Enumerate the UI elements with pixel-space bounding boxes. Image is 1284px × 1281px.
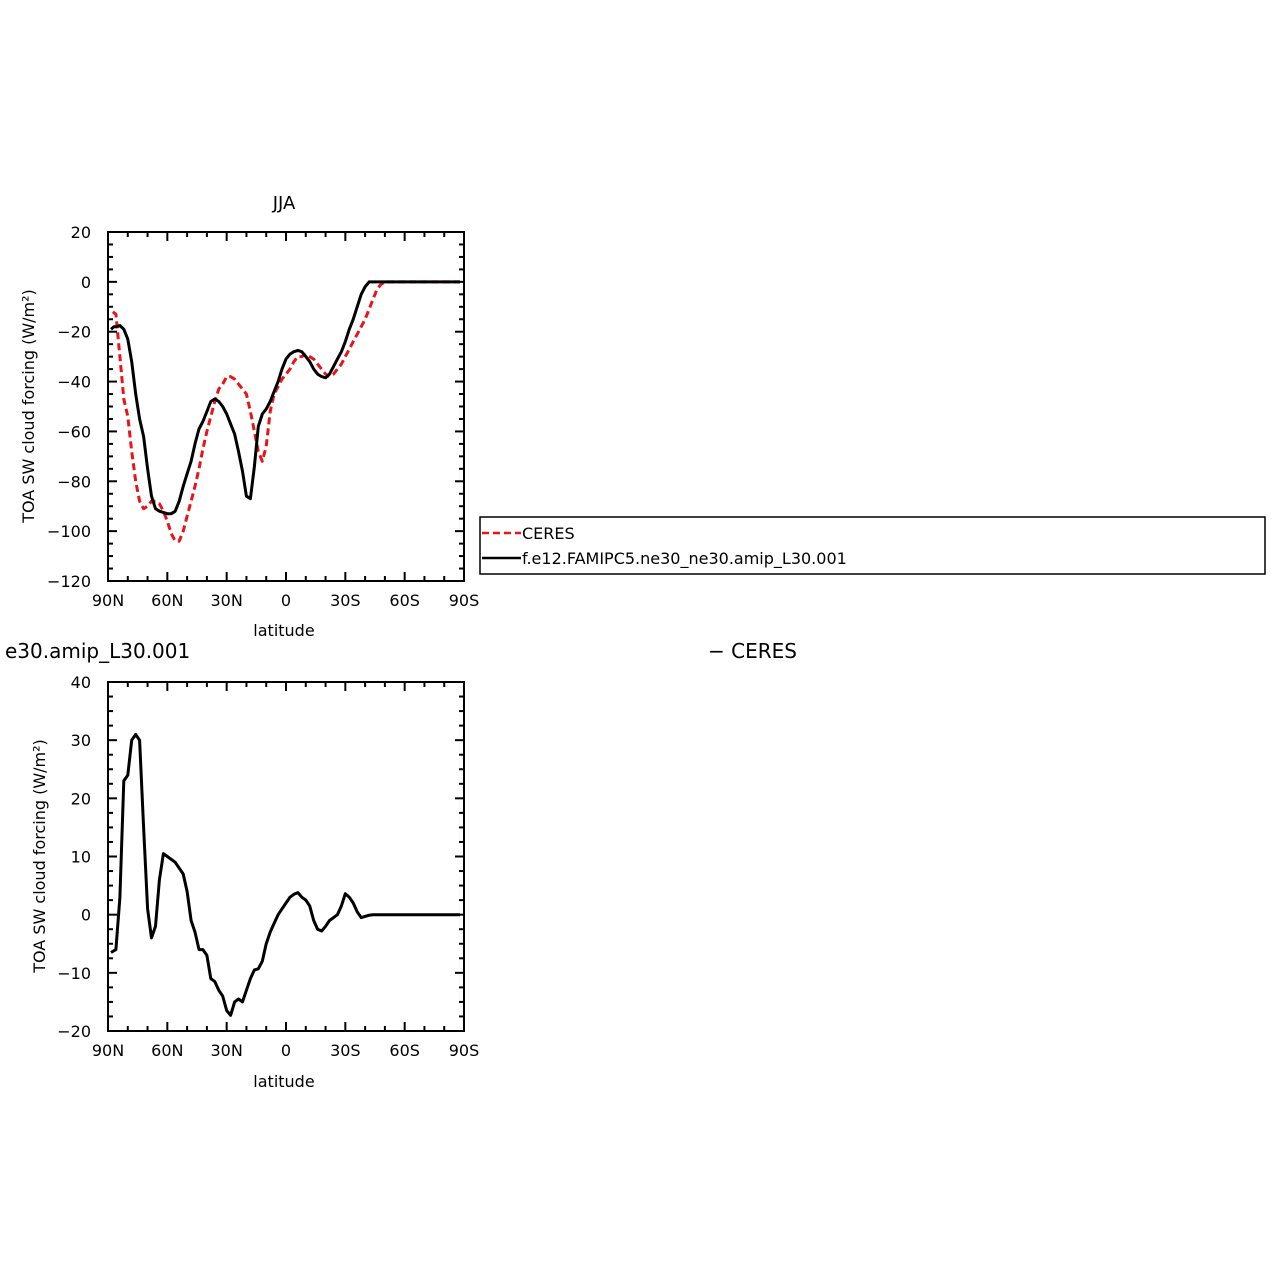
top-chart-ticks — [107, 231, 465, 582]
top-chart-x-axis-label: latitude — [253, 621, 314, 640]
top-chart-y-tick-labels: 20 0 −20 −40 −60 −80 −100 −120 — [47, 223, 91, 591]
top-chart-x-tick-label: 60S — [389, 591, 420, 610]
top-chart-y-tick-label: −80 — [57, 472, 91, 491]
top-chart-y-tick-label: −100 — [47, 522, 91, 541]
bottom-chart-y-tick-labels: 40 30 20 10 0 −10 −20 — [57, 673, 91, 1041]
top-chart-x-tick-label: 30N — [211, 591, 243, 610]
legend-box — [479, 516, 1266, 575]
top-chart-x-tick-label: 30S — [330, 591, 361, 610]
bottom-chart-y-tick-label: −10 — [57, 964, 91, 983]
top-chart-line-model — [110, 280, 460, 516]
bottom-chart-y-tick-label: 10 — [71, 848, 91, 867]
top-chart-panel: JJA 20 0 −20 −40 −60 −80 −100 −120 90N 60N 30N 0 30… — [19, 193, 479, 640]
bottom-chart-title: e30.amip_L30.001 — [5, 639, 190, 663]
top-chart-y-tick-label: −60 — [57, 422, 91, 441]
top-chart-x-tick-label: 0 — [281, 591, 291, 610]
bottom-chart-y-axis-label: TOA SW cloud forcing (W/m²) — [30, 739, 49, 974]
bottom-chart-y-tick-label: 0 — [81, 906, 91, 925]
top-chart-y-tick-label: 20 — [71, 223, 91, 242]
bottom-chart-title-right: − CERES — [708, 639, 797, 663]
bottom-chart-y-tick-label: 30 — [71, 731, 91, 750]
legend-ceres-label: CERES — [522, 524, 575, 543]
top-chart-y-tick-label: −40 — [57, 373, 91, 392]
top-chart-series — [110, 280, 460, 543]
top-chart-y-tick-label: 0 — [81, 273, 91, 292]
bottom-chart-x-tick-label: 60N — [151, 1041, 183, 1060]
bottom-chart-x-tick-label: 30S — [330, 1041, 361, 1060]
top-chart-y-tick-label: −120 — [47, 572, 91, 591]
bottom-chart-x-tick-label: 90S — [449, 1041, 480, 1060]
bottom-chart-x-tick-label: 90N — [92, 1041, 124, 1060]
bottom-chart-x-axis-label: latitude — [253, 1072, 314, 1091]
top-chart-y-axis-label: TOA SW cloud forcing (W/m²) — [19, 289, 38, 524]
top-chart-x-tick-label: 90N — [92, 591, 124, 610]
bottom-chart-y-tick-label: 20 — [71, 789, 91, 808]
top-chart-x-tick-labels: 90N 60N 30N 0 30S 60S 90S — [92, 591, 479, 610]
bottom-chart-x-tick-label: 0 — [281, 1041, 291, 1060]
top-chart-frame — [107, 231, 465, 582]
bottom-chart-line-model — [110, 732, 460, 1017]
bottom-chart-series — [110, 732, 460, 1017]
top-chart-x-tick-label: 90S — [449, 591, 480, 610]
bottom-chart-frame — [107, 681, 465, 1032]
bottom-chart-x-tick-label: 60S — [389, 1041, 420, 1060]
bottom-chart-y-tick-label: 40 — [71, 673, 91, 692]
top-chart-line-ceres — [111, 280, 460, 543]
bottom-chart-x-tick-labels: 90N 60N 30N 0 30S 60S 90S — [92, 1041, 479, 1060]
top-chart-y-tick-label: −20 — [57, 323, 91, 342]
bottom-chart-x-tick-label: 30N — [211, 1041, 243, 1060]
legend: CERES f.e12.FAMIPC5.ne30_ne30.amip_L30.0… — [479, 516, 1266, 575]
bottom-chart-y-tick-label: −20 — [57, 1022, 91, 1041]
bottom-chart-panel: e30.amip_L30.001 − CERES 40 30 20 10 0 −10 −20… — [5, 639, 797, 1091]
top-chart-title: JJA — [272, 193, 296, 214]
top-chart-x-tick-label: 60N — [151, 591, 183, 610]
bottom-chart-ticks — [107, 681, 465, 1032]
legend-model-label: f.e12.FAMIPC5.ne30_ne30.amip_L30.001 — [522, 549, 847, 569]
